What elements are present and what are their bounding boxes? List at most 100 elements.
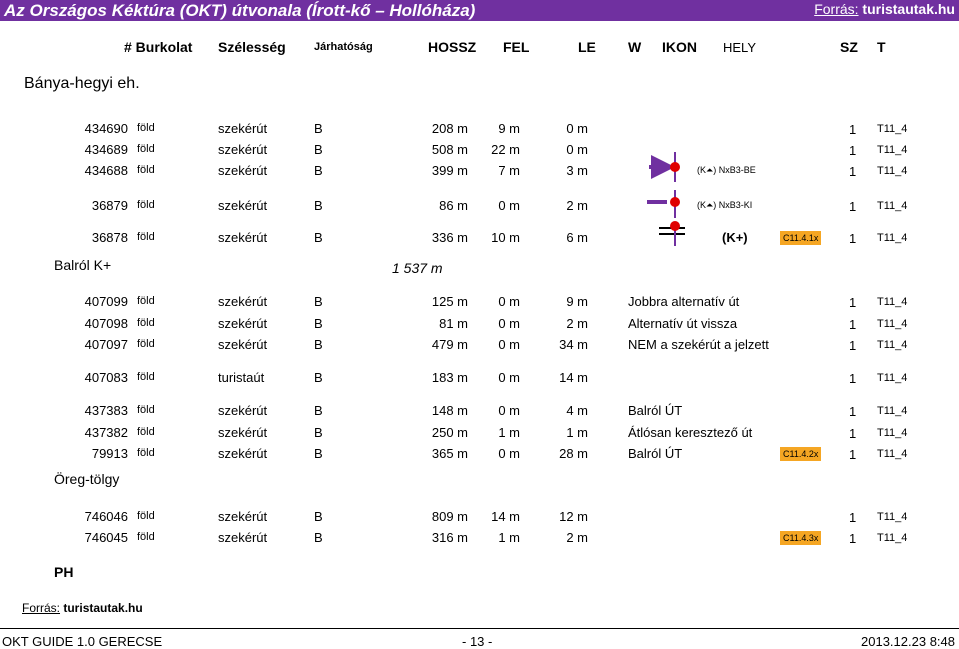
- cell-sz: 1: [849, 426, 857, 441]
- cell-pass: B: [314, 163, 323, 178]
- cell-up: 9 m: [498, 121, 520, 136]
- cell-down: 3 m: [566, 163, 588, 178]
- cell-id: 434690: [84, 121, 128, 136]
- balrol-total: 1 537 m: [392, 260, 443, 276]
- cell-width: szekérút: [218, 294, 268, 309]
- cell-width: szekérút: [218, 337, 268, 352]
- cell-id: 746046: [84, 509, 128, 524]
- cell-surface: föld: [137, 531, 155, 543]
- cell-id: 437382: [84, 425, 128, 440]
- cell-length: 479 m: [431, 337, 468, 352]
- source-top-site[interactable]: turistautak.hu: [862, 1, 955, 17]
- cell-up: 0 m: [498, 403, 520, 418]
- source-top-label[interactable]: Forrás:: [814, 1, 859, 17]
- cell-up: 7 m: [498, 163, 520, 178]
- source-bottom-label[interactable]: Forrás:: [22, 601, 61, 615]
- header-fel: FEL: [503, 39, 530, 55]
- cell-pass: B: [314, 370, 323, 385]
- cell-up: 22 m: [491, 142, 520, 157]
- cell-id: 79913: [91, 446, 128, 461]
- cell-down: 0 m: [566, 121, 588, 136]
- footer-page: - 13 -: [462, 634, 493, 649]
- cell-pass: B: [314, 446, 323, 461]
- cell-t: T11_4: [877, 165, 908, 177]
- section-oreg-tolgy: Öreg-tölgy: [54, 471, 120, 487]
- cell-down: 4 m: [566, 403, 588, 418]
- cell-pass: B: [314, 230, 323, 245]
- cell-width: szekérút: [218, 425, 268, 440]
- cell-pass: B: [314, 121, 323, 136]
- cell-id: 407098: [84, 316, 128, 331]
- header-ikon: IKON: [662, 39, 697, 55]
- cell-up: 0 m: [498, 316, 520, 331]
- cell-surface: föld: [137, 510, 155, 522]
- cell-surface: föld: [137, 317, 155, 329]
- cell-width: szekérút: [218, 230, 268, 245]
- cell-length: 365 m: [431, 446, 468, 461]
- header-szelesseg: Szélesség: [218, 39, 286, 55]
- cell-up: 14 m: [491, 509, 520, 524]
- cell-t: T11_4: [877, 427, 908, 439]
- cell-code-badge: C11.4.3x: [780, 531, 822, 545]
- cell-t: T11_4: [877, 123, 908, 135]
- cell-width: szekérút: [218, 142, 268, 157]
- cell-note: Alternatív út vissza: [628, 316, 738, 331]
- cell-width: szekérút: [218, 163, 268, 178]
- cell-length: 250 m: [431, 425, 468, 440]
- cell-sz: 1: [849, 338, 857, 353]
- cell-t: T11_4: [877, 232, 908, 244]
- cell-sz: 1: [849, 510, 857, 525]
- cell-width: szekérút: [218, 316, 268, 331]
- cell-down: 2 m: [566, 530, 588, 545]
- cell-sign: (K⏶) NxB3-KI: [697, 200, 753, 210]
- cell-pass: B: [314, 509, 323, 524]
- cell-length: 81 m: [439, 316, 468, 331]
- cell-sz: 1: [849, 371, 857, 386]
- cell-sz: 1: [849, 404, 857, 419]
- cell-sz: 1: [849, 231, 857, 246]
- cell-width: szekérút: [218, 403, 268, 418]
- cell-width: szekérút: [218, 509, 268, 524]
- cell-note: Balról ÚT: [628, 446, 683, 461]
- cell-code-badge: C11.4.2x: [780, 447, 822, 461]
- cell-up: 0 m: [498, 370, 520, 385]
- cell-t: T11_4: [877, 144, 908, 156]
- header-w: W: [628, 39, 642, 55]
- cell-down: 6 m: [566, 230, 588, 245]
- cell-down: 2 m: [566, 198, 588, 213]
- cell-length: 148 m: [431, 403, 468, 418]
- cell-pass: B: [314, 294, 323, 309]
- header-hely: HELY: [723, 40, 756, 55]
- cell-length: 508 m: [431, 142, 468, 157]
- cell-id: 437383: [84, 403, 128, 418]
- cell-t: T11_4: [877, 372, 908, 384]
- cell-id: 746045: [84, 530, 128, 545]
- source-top: Forrás: turistautak.hu: [814, 1, 955, 17]
- source-bottom-site[interactable]: turistautak.hu: [63, 601, 143, 615]
- cell-up: 1 m: [498, 425, 520, 440]
- cell-id: 36878: [91, 230, 128, 245]
- cell-t: T11_4: [877, 200, 908, 212]
- cell-pass: B: [314, 403, 323, 418]
- cell-note: Átlósan keresztező út: [628, 425, 753, 440]
- cell-width: szekérút: [218, 530, 268, 545]
- cell-sz: 1: [849, 164, 857, 179]
- route-arrows-icon: [647, 152, 685, 246]
- cell-length: 183 m: [431, 370, 468, 385]
- cell-t: T11_4: [877, 448, 908, 460]
- cell-sz: 1: [849, 199, 857, 214]
- cell-down: 34 m: [559, 337, 588, 352]
- cell-note: NEM a szekérút a jelzett: [628, 337, 769, 352]
- cell-width: szekérút: [218, 121, 268, 136]
- cell-id: 434688: [84, 163, 128, 178]
- cell-surface: föld: [137, 371, 155, 383]
- cell-t: T11_4: [877, 296, 908, 308]
- cell-surface: föld: [137, 122, 155, 134]
- cell-up: 0 m: [498, 198, 520, 213]
- cell-id: 407083: [84, 370, 128, 385]
- cell-down: 12 m: [559, 509, 588, 524]
- cell-surface: föld: [137, 338, 155, 350]
- header-sz: SZ: [840, 39, 858, 55]
- cell-length: 316 m: [431, 530, 468, 545]
- cell-id: 407097: [84, 337, 128, 352]
